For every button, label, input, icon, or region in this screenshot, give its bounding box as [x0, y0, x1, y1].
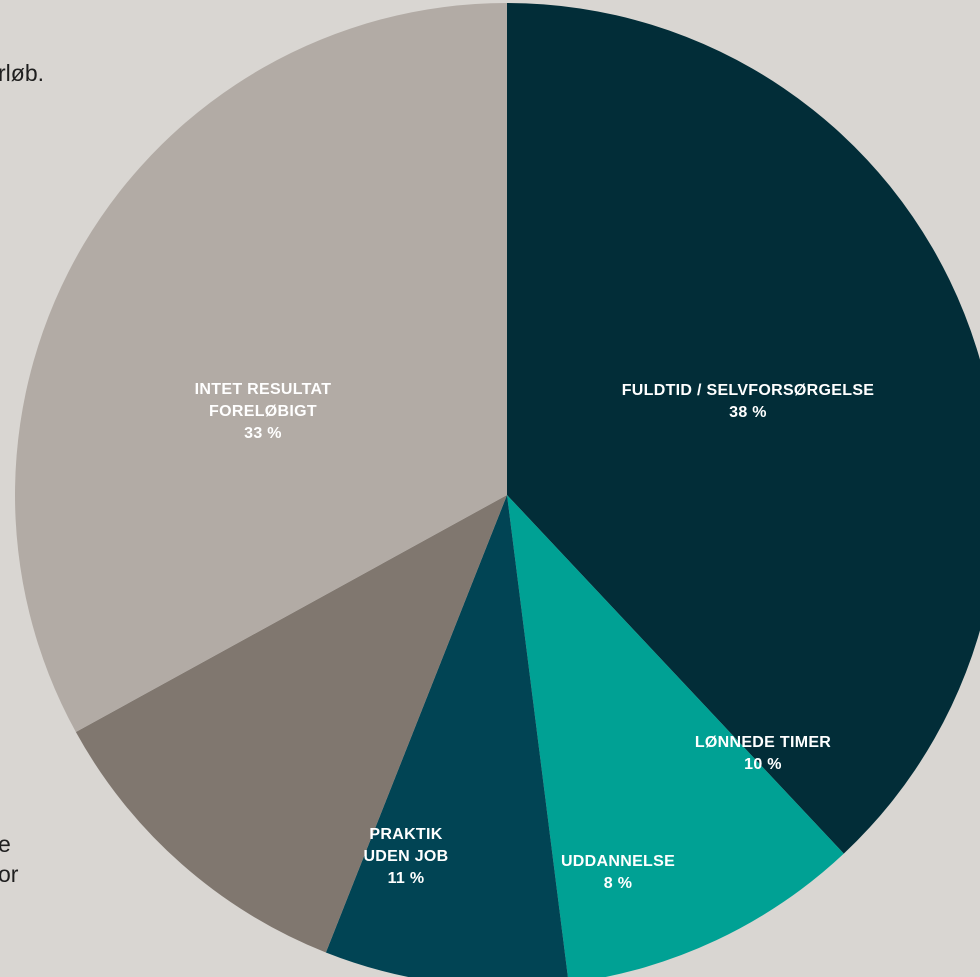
- slice-label: LØNNEDE TIMER: [695, 734, 831, 751]
- pie-slice: [15, 3, 507, 733]
- slice-value-label: 38 %: [729, 404, 767, 421]
- pie-slice: [325, 495, 568, 977]
- pie-labels: FULDTID / SELVFORSØRGELSE 38 % LØNNEDE TIM…: [195, 381, 875, 892]
- pie-slice: [507, 3, 980, 854]
- slice-label: PRAKTIK: [369, 826, 442, 843]
- slice-label: FORELØBIGT: [209, 403, 317, 420]
- background-text-line: rløb.: [0, 60, 44, 86]
- pie-slices: [15, 3, 980, 977]
- slice-label: UDDANNELSE: [561, 853, 675, 870]
- pie-slice: [75, 495, 508, 953]
- background-text-line: e: [0, 831, 11, 857]
- pie-slice: [507, 495, 844, 977]
- slice-value-label: 33 %: [244, 425, 282, 442]
- slice-value-label: 10 %: [744, 756, 782, 773]
- slice-label: INTET RESULTAT: [195, 381, 332, 398]
- slice-value-label: 8 %: [604, 875, 632, 892]
- slice-label: FULDTID / SELVFORSØRGELSE: [622, 382, 875, 399]
- background-text-line: or: [0, 861, 19, 887]
- slice-label: UDEN JOB: [363, 848, 448, 865]
- slice-value-label: 11 %: [388, 870, 425, 887]
